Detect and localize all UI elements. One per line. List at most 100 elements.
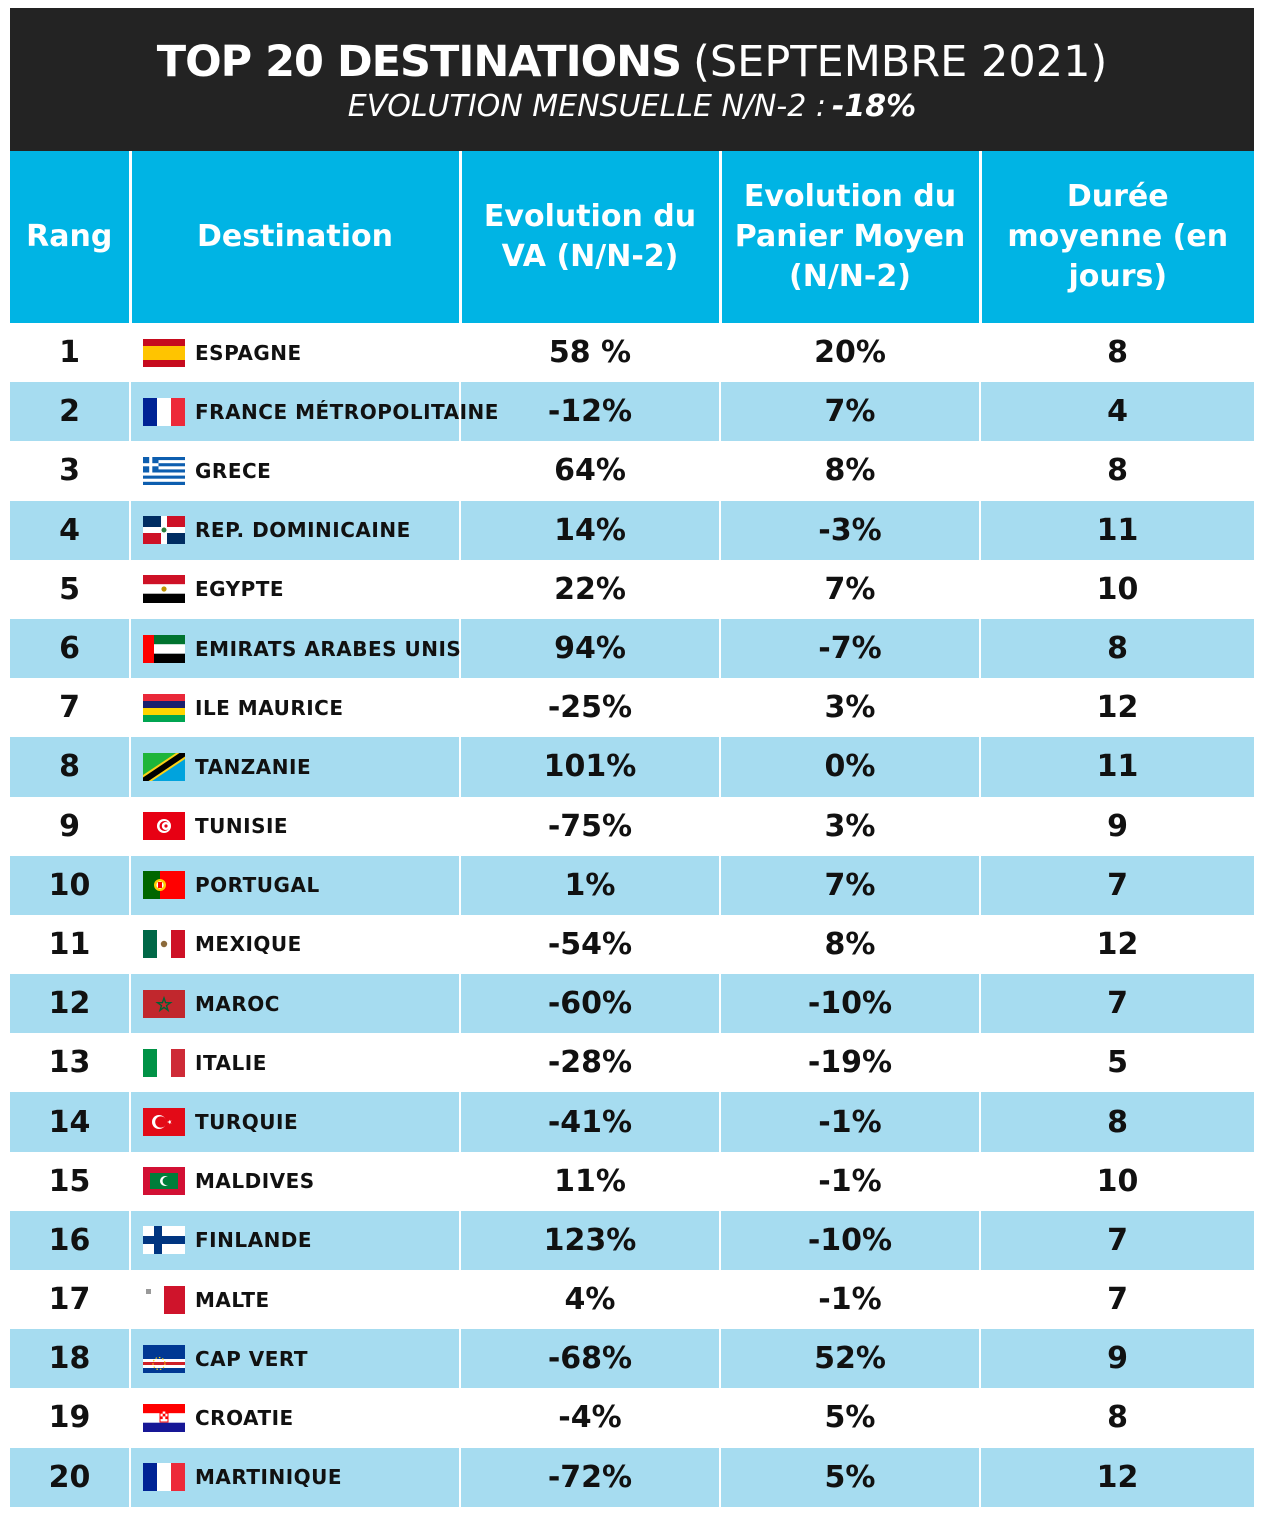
duree-cell: 7 <box>980 855 1254 915</box>
duree-cell: 7 <box>980 974 1254 1034</box>
rank-cell: 10 <box>10 855 131 915</box>
destination-cell: TANZANIE <box>130 737 461 797</box>
evolution-panier-cell: -1% <box>720 1151 981 1211</box>
table-body: 1 ESPAGNE 58 % 20% 8 2 FRANCE MÉTROPOLITAINE -1… <box>10 323 1254 1507</box>
destination-name: MAROC <box>195 991 280 1016</box>
destination-content: REP. DOMINICAINE <box>143 516 459 545</box>
subtitle-line: EVOLUTION MENSUELLE N/N-2 : -18% <box>10 87 1254 127</box>
table-row: 11 MEXIQUE -54% 8% 12 <box>10 914 1254 975</box>
destination-content: PORTUGAL <box>143 871 459 900</box>
table-row: 13 ITALIE -28% -19% 5 <box>10 1033 1254 1093</box>
duree-cell: 8 <box>980 441 1254 501</box>
evolution-va-cell: 101% <box>460 737 721 797</box>
cape-verde-flag-icon <box>143 1344 185 1373</box>
table-row: 1 ESPAGNE 58 % 20% 8 <box>10 323 1254 383</box>
evolution-va-cell: 1% <box>460 855 721 915</box>
destination-cell: ESPAGNE <box>130 323 461 383</box>
evolution-panier-cell: 5% <box>720 1388 981 1448</box>
evolution-va-cell: -68% <box>460 1329 721 1389</box>
evolution-panier-cell: 7% <box>720 855 981 915</box>
rank-cell: 15 <box>10 1151 131 1211</box>
header-row: Rang Destination Evolution du VA (N/N-2)… <box>10 151 1254 323</box>
rank-cell: 2 <box>10 382 131 442</box>
destination-content: TURQUIE <box>143 1108 459 1137</box>
destination-content: MAROC <box>143 989 459 1018</box>
column-header-evolution-panier: Evolution du Panier Moyen (N/N-2) <box>720 151 982 323</box>
finland-flag-icon <box>143 1226 185 1255</box>
destination-content: MALTE <box>143 1285 459 1314</box>
evolution-panier-cell: 3% <box>720 796 981 856</box>
destination-name: ITALIE <box>195 1050 267 1075</box>
destination-cell: EGYPTE <box>130 559 461 619</box>
tunisia-flag-icon <box>143 812 185 841</box>
table-row: 16 FINLANDE 123% -10% 7 <box>10 1210 1254 1270</box>
evolution-panier-cell: -7% <box>720 618 981 679</box>
table-row: 9 TUNISIE -75% 3% 9 <box>10 796 1254 856</box>
destination-cell: MALDIVES <box>130 1151 461 1211</box>
evolution-panier-cell: 0% <box>720 737 981 797</box>
destination-name: REP. DOMINICAINE <box>195 518 411 543</box>
rank-cell: 3 <box>10 441 131 501</box>
evolution-va-cell: -12% <box>460 382 721 442</box>
destination-cell: MAROC <box>130 974 461 1034</box>
duree-cell: 12 <box>980 914 1254 975</box>
evolution-va-cell: -41% <box>460 1092 721 1152</box>
destination-name: ESPAGNE <box>195 340 302 365</box>
evolution-panier-cell: -1% <box>720 1270 981 1330</box>
italy-flag-icon <box>143 1048 185 1077</box>
destination-cell: ITALIE <box>130 1033 461 1093</box>
destination-name: MARTINIQUE <box>195 1465 343 1490</box>
evolution-va-cell: 11% <box>460 1151 721 1211</box>
duree-cell: 4 <box>980 382 1254 442</box>
rank-cell: 9 <box>10 796 131 856</box>
column-header-destination: Destination <box>130 151 462 323</box>
destination-content: CAP VERT <box>143 1344 459 1373</box>
table-header: Rang Destination Evolution du VA (N/N-2)… <box>10 151 1254 323</box>
destination-content: GRECE <box>143 456 459 485</box>
evolution-panier-cell: -1% <box>720 1092 981 1152</box>
destination-content: MEXIQUE <box>143 930 459 959</box>
destination-name: GRECE <box>195 458 272 483</box>
destination-content: MARTINIQUE <box>143 1463 459 1492</box>
portugal-flag-icon <box>143 871 185 900</box>
duree-cell: 7 <box>980 1210 1254 1270</box>
destination-name: FINLANDE <box>195 1228 313 1253</box>
france-flag-icon <box>143 397 185 426</box>
evolution-va-cell: 123% <box>460 1210 721 1270</box>
destination-name: MALDIVES <box>195 1169 315 1194</box>
destination-cell: CAP VERT <box>130 1329 461 1389</box>
destination-content: TUNISIE <box>143 812 459 841</box>
morocco-flag-icon <box>143 989 185 1018</box>
rank-cell: 11 <box>10 914 131 975</box>
rank-cell: 13 <box>10 1033 131 1093</box>
duree-cell: 11 <box>980 500 1254 560</box>
destination-name: FRANCE MÉTROPOLITAINE <box>195 399 499 424</box>
table-row: 18 CAP VERT -68% 52% 9 <box>10 1329 1254 1389</box>
top20-infographic: TOP 20 DESTINATIONS (SEPTEMBRE 2021) EVOL… <box>10 8 1254 1507</box>
destination-content: ITALIE <box>143 1048 459 1077</box>
destination-cell: TURQUIE <box>130 1092 461 1152</box>
destination-cell: CROATIE <box>130 1388 461 1448</box>
maldives-flag-icon <box>143 1167 185 1196</box>
evolution-va-cell: -60% <box>460 974 721 1034</box>
destination-content: FRANCE MÉTROPOLITAINE <box>143 397 498 426</box>
destination-cell: MALTE <box>130 1270 461 1330</box>
destination-cell: ILE MAURICE <box>130 678 461 738</box>
table-row: 6 EMIRATS ARABES UNIS 94% -7% 8 <box>10 618 1254 679</box>
destination-content: MALDIVES <box>143 1167 459 1196</box>
duree-cell: 11 <box>980 737 1254 797</box>
duree-cell: 8 <box>980 618 1254 679</box>
mauritius-flag-icon <box>143 693 185 722</box>
table-row: 2 FRANCE MÉTROPOLITAINE -12% 7% 4 <box>10 382 1254 442</box>
france-flag-icon <box>143 1463 185 1492</box>
table-row: 17 MALTE 4% -1% 7 <box>10 1270 1254 1330</box>
duree-cell: 10 <box>980 1151 1254 1211</box>
column-header-duree: Durée moyenne (en jours) <box>980 151 1254 323</box>
evolution-va-cell: -72% <box>460 1447 721 1507</box>
evolution-panier-cell: 7% <box>720 382 981 442</box>
table-row: 3 GRECE 64% 8% 8 <box>10 441 1254 501</box>
duree-cell: 8 <box>980 323 1254 383</box>
duree-cell: 8 <box>980 1092 1254 1152</box>
table-row: 8 TANZANIE 101% 0% 11 <box>10 737 1254 797</box>
destination-name: ILE MAURICE <box>195 695 344 720</box>
